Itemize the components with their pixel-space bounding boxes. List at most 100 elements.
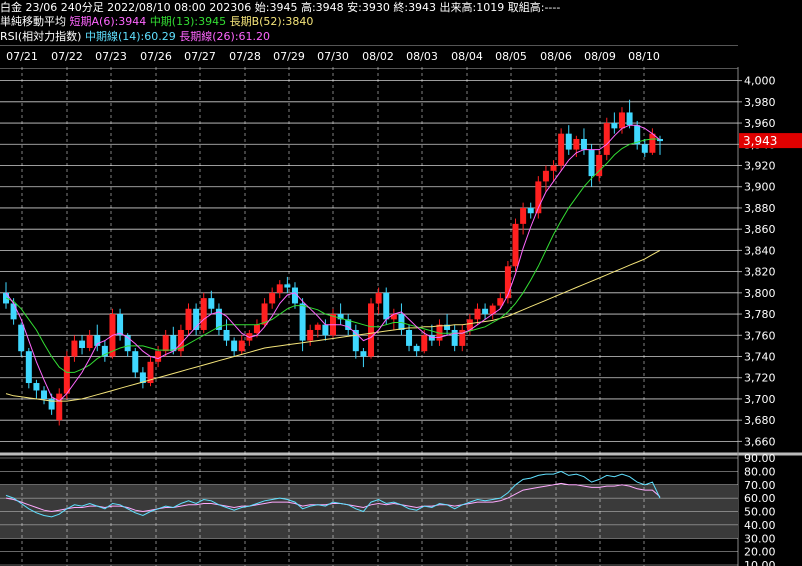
candle-body xyxy=(611,123,618,129)
date-tick-label: 07/21 xyxy=(6,50,38,63)
price-tick-label: 3,780 xyxy=(744,308,776,321)
candle-body xyxy=(504,266,511,299)
candle-body xyxy=(147,361,154,384)
candle-body xyxy=(489,305,496,315)
candle-body xyxy=(428,335,435,341)
rsi-tick-label: 60.00 xyxy=(744,492,776,505)
candle-body xyxy=(215,308,222,330)
candle-body xyxy=(299,303,306,341)
candle-body xyxy=(352,329,359,352)
price-tick-label: 3,660 xyxy=(744,435,776,448)
candle-body xyxy=(345,319,352,330)
candle-body xyxy=(565,133,572,150)
candle-body xyxy=(155,351,162,362)
date-tick-label: 07/26 xyxy=(140,50,172,63)
symbol-info-text: 白金 23/06 240分足 2022/08/10 08:00 202306 始… xyxy=(0,1,561,14)
candle-body xyxy=(94,335,101,346)
rsi-tick-label: 10.00 xyxy=(744,559,776,566)
candle-body xyxy=(474,308,481,320)
date-tick-label: 08/10 xyxy=(628,50,660,63)
date-tick-label: 08/05 xyxy=(495,50,527,63)
candle-body xyxy=(634,125,641,145)
candle-body xyxy=(63,356,70,394)
date-tick-label: 07/27 xyxy=(184,50,216,63)
candle-body xyxy=(101,345,108,357)
rsi-long-line xyxy=(5,482,661,513)
candle-body xyxy=(10,303,17,320)
price-tick-label: 3,740 xyxy=(744,351,776,364)
candle-body xyxy=(444,324,451,330)
price-tick-label: 3,820 xyxy=(744,266,776,279)
ma-mid-line xyxy=(5,138,660,373)
symbol-info-line: 白金 23/06 240分足 2022/08/10 08:00 202306 始… xyxy=(0,0,560,15)
date-tick-label: 07/29 xyxy=(273,50,305,63)
candle-body xyxy=(170,335,177,352)
candle-body xyxy=(238,340,245,352)
rsi-tick-label: 70.00 xyxy=(744,479,776,492)
candle-body xyxy=(33,383,40,391)
candle-body xyxy=(520,207,527,224)
last-price-badge xyxy=(739,133,802,149)
candle-body xyxy=(649,133,656,153)
candle-body xyxy=(25,351,32,384)
ma-legend: 単純移動平均 短期A(6):3944 中期(13):3945 長期B(52):3… xyxy=(0,14,313,29)
candle-body xyxy=(307,329,314,341)
candle-body xyxy=(41,390,48,399)
candle-body xyxy=(322,324,329,336)
candle-body xyxy=(527,207,534,214)
candle-body xyxy=(413,345,420,352)
date-tick-label: 08/02 xyxy=(362,50,394,63)
candle-body xyxy=(276,284,283,293)
date-tick-label: 08/06 xyxy=(540,50,572,63)
date-tick-label: 07/30 xyxy=(317,50,349,63)
candle-body xyxy=(497,298,504,306)
candle-body xyxy=(261,303,268,325)
price-tick-label: 4,000 xyxy=(744,75,776,88)
rsi-tick-label: 30.00 xyxy=(744,532,776,545)
candle-body xyxy=(139,372,146,384)
rsi-mid-legend: 中期線(14):60.29 xyxy=(84,30,176,43)
price-tick-label: 3,980 xyxy=(744,96,776,109)
candle-body xyxy=(375,292,382,304)
ma-title: 単純移動平均 xyxy=(0,15,66,28)
date-tick-label: 08/09 xyxy=(584,50,616,63)
candle-body xyxy=(459,329,466,346)
date-tick-label: 07/23 xyxy=(95,50,127,63)
date-tick-label: 08/04 xyxy=(451,50,483,63)
date-tick-label: 08/03 xyxy=(406,50,438,63)
price-tick-label: 3,900 xyxy=(744,181,776,194)
ma-mid-legend: 中期(13):3945 xyxy=(149,15,227,28)
candle-body xyxy=(18,324,25,352)
candle-body xyxy=(550,165,557,171)
ma-long-legend: 長期B(52):3840 xyxy=(229,15,314,28)
candle-body xyxy=(200,298,207,330)
candle-body xyxy=(657,138,663,142)
candle-body xyxy=(56,393,63,421)
price-tick-label: 3,720 xyxy=(744,372,776,385)
price-tick-label: 3,860 xyxy=(744,223,776,236)
candle-body xyxy=(223,329,230,341)
ma-long-line xyxy=(5,249,661,402)
candle-body xyxy=(117,314,124,336)
candle-body xyxy=(451,329,458,346)
date-tick-label: 07/22 xyxy=(51,50,83,63)
candle-body xyxy=(618,112,625,129)
rsi-tick-label: 50.00 xyxy=(744,506,776,519)
date-tick-label: 07/28 xyxy=(229,50,261,63)
candle-body xyxy=(406,329,413,346)
candle-body xyxy=(596,154,603,177)
price-tick-label: 3,840 xyxy=(744,244,776,257)
candle-body xyxy=(162,335,169,352)
candle-body xyxy=(132,351,139,373)
price-tick-label: 3,800 xyxy=(744,287,776,300)
candle-body xyxy=(284,284,291,288)
price-tick-label: 3,680 xyxy=(744,414,776,427)
candle-body xyxy=(573,138,580,150)
rsi-tick-label: 90.00 xyxy=(744,452,776,465)
candle-body xyxy=(603,123,610,155)
rsi-tick-label: 20.00 xyxy=(744,546,776,559)
candle-body xyxy=(314,324,321,330)
price-tick-label: 3,880 xyxy=(744,202,776,215)
rsi-title: RSI(相対力指数) xyxy=(0,30,82,43)
